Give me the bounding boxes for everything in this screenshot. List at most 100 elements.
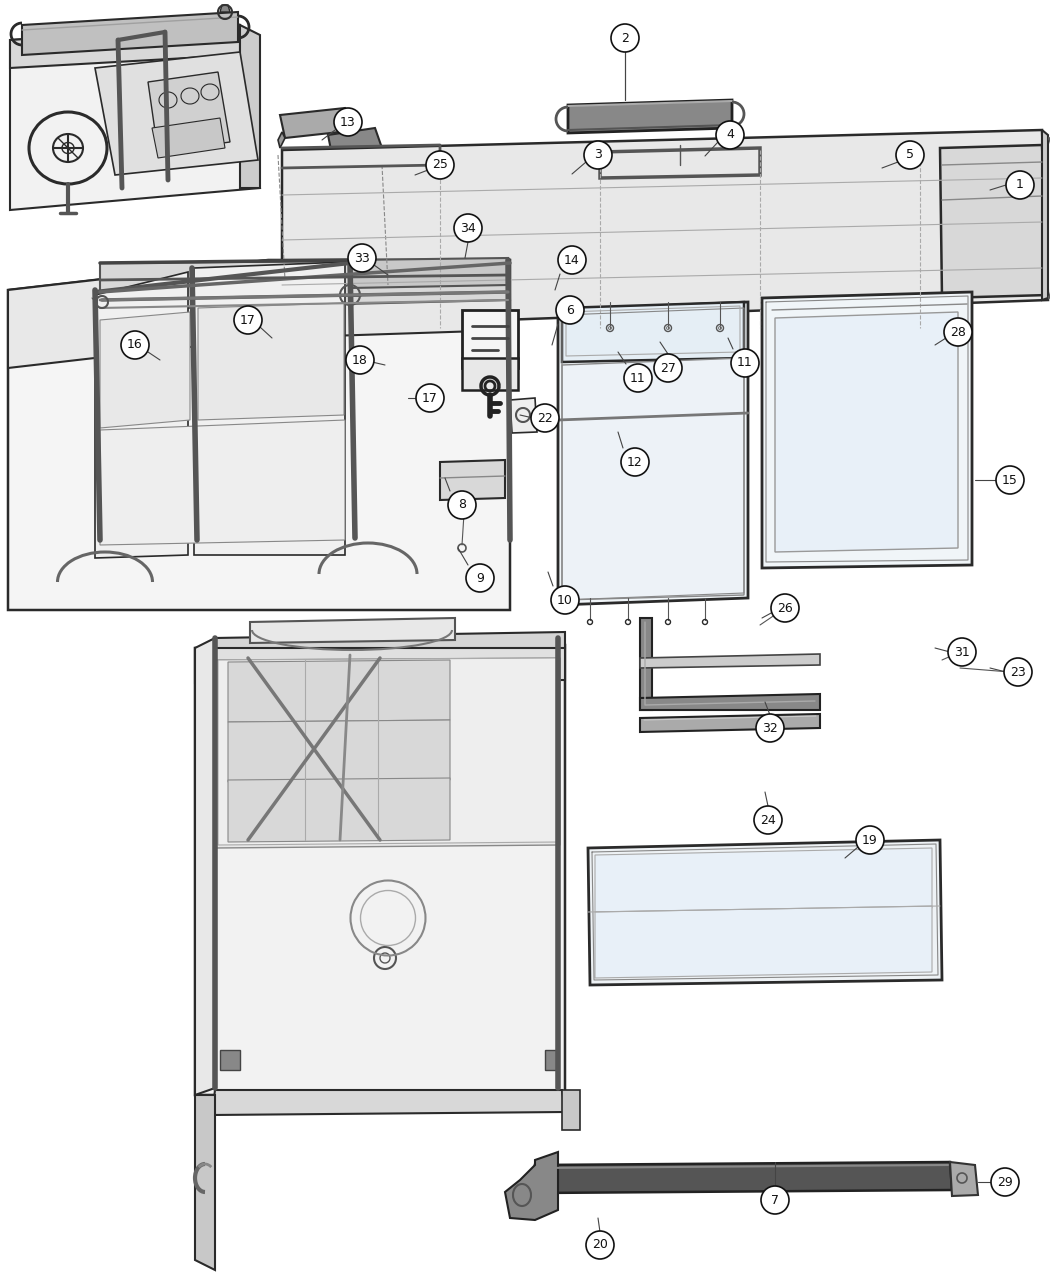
Polygon shape	[195, 645, 565, 1095]
Circle shape	[948, 638, 976, 666]
Polygon shape	[440, 460, 505, 500]
Polygon shape	[940, 145, 1048, 298]
Circle shape	[654, 354, 682, 382]
Polygon shape	[595, 907, 932, 978]
Circle shape	[856, 826, 884, 854]
Polygon shape	[195, 1095, 215, 1270]
Text: 20: 20	[592, 1238, 608, 1252]
Polygon shape	[250, 618, 455, 643]
Polygon shape	[640, 694, 820, 710]
Text: 9: 9	[476, 571, 484, 584]
Polygon shape	[195, 645, 565, 683]
Circle shape	[1004, 658, 1032, 686]
Circle shape	[771, 594, 799, 622]
Circle shape	[584, 142, 612, 170]
Polygon shape	[332, 148, 382, 168]
Polygon shape	[282, 130, 1048, 328]
Text: 17: 17	[240, 314, 256, 326]
Text: 22: 22	[538, 412, 553, 425]
Polygon shape	[100, 419, 345, 544]
Polygon shape	[220, 5, 230, 11]
Polygon shape	[278, 133, 285, 148]
Text: 19: 19	[862, 834, 878, 847]
Polygon shape	[510, 398, 537, 434]
Polygon shape	[505, 1153, 558, 1220]
Circle shape	[556, 296, 584, 324]
Polygon shape	[462, 310, 518, 368]
Circle shape	[531, 404, 559, 432]
Polygon shape	[350, 258, 508, 288]
Circle shape	[944, 317, 972, 346]
Polygon shape	[328, 128, 382, 156]
Circle shape	[756, 714, 784, 742]
Circle shape	[346, 346, 374, 374]
Circle shape	[991, 1168, 1018, 1196]
Text: 11: 11	[737, 357, 753, 370]
Text: 18: 18	[352, 353, 367, 366]
Polygon shape	[640, 714, 820, 732]
Circle shape	[234, 306, 262, 334]
Circle shape	[621, 448, 649, 476]
Polygon shape	[10, 26, 240, 68]
Polygon shape	[568, 99, 732, 133]
Circle shape	[348, 244, 376, 272]
Circle shape	[454, 214, 482, 242]
Polygon shape	[212, 1090, 565, 1116]
Circle shape	[121, 332, 149, 360]
Text: 26: 26	[777, 602, 793, 615]
Text: 5: 5	[906, 148, 914, 162]
Circle shape	[731, 349, 759, 377]
Text: 16: 16	[127, 338, 143, 352]
Polygon shape	[762, 292, 972, 567]
Text: 23: 23	[1010, 666, 1026, 678]
Polygon shape	[562, 302, 744, 362]
Polygon shape	[775, 312, 958, 552]
Polygon shape	[462, 358, 518, 390]
Polygon shape	[228, 720, 450, 782]
Polygon shape	[94, 272, 188, 558]
Circle shape	[416, 384, 444, 412]
Polygon shape	[228, 660, 450, 722]
Text: 29: 29	[998, 1176, 1013, 1188]
Text: 6: 6	[566, 303, 574, 316]
Circle shape	[551, 586, 579, 615]
Circle shape	[586, 1230, 614, 1258]
Text: 24: 24	[760, 813, 776, 826]
Circle shape	[624, 363, 652, 391]
Circle shape	[466, 564, 493, 592]
Text: 17: 17	[422, 391, 438, 404]
Polygon shape	[148, 71, 230, 152]
Circle shape	[754, 806, 782, 834]
Text: 25: 25	[432, 158, 448, 172]
Polygon shape	[8, 260, 510, 368]
Circle shape	[426, 150, 454, 178]
Text: 27: 27	[660, 362, 676, 375]
Polygon shape	[94, 52, 258, 175]
Polygon shape	[152, 119, 225, 158]
Text: 8: 8	[458, 499, 466, 511]
Text: 14: 14	[564, 254, 580, 266]
Polygon shape	[100, 312, 190, 428]
Text: 4: 4	[726, 129, 734, 142]
Circle shape	[558, 246, 586, 274]
Text: 7: 7	[771, 1193, 779, 1206]
Polygon shape	[218, 658, 558, 845]
Circle shape	[761, 1186, 789, 1214]
Polygon shape	[640, 618, 652, 710]
Circle shape	[896, 142, 924, 170]
Circle shape	[1006, 171, 1034, 199]
Polygon shape	[1042, 130, 1048, 300]
Text: 15: 15	[1002, 473, 1017, 487]
Polygon shape	[558, 302, 748, 606]
Circle shape	[334, 108, 362, 136]
Text: 1: 1	[1016, 179, 1024, 191]
Circle shape	[716, 121, 744, 149]
Text: 13: 13	[340, 116, 356, 129]
Polygon shape	[8, 260, 510, 609]
Polygon shape	[22, 11, 238, 55]
Polygon shape	[198, 303, 344, 419]
Text: 11: 11	[630, 371, 646, 385]
Text: 12: 12	[627, 455, 643, 468]
Polygon shape	[280, 108, 358, 138]
Polygon shape	[100, 260, 510, 310]
